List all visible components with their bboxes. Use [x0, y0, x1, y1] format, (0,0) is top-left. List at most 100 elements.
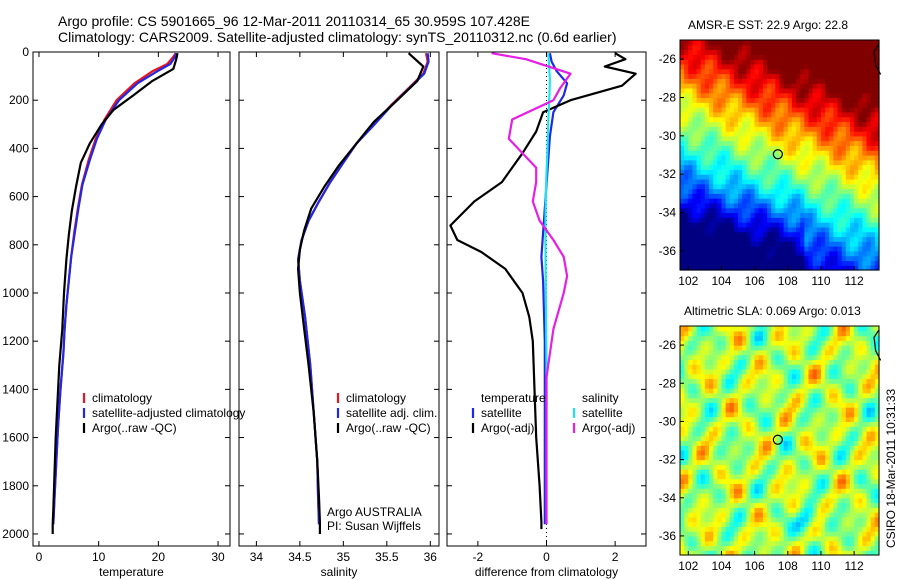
- map-cell: [704, 183, 710, 190]
- map-cell: [717, 63, 723, 70]
- map-cell: [849, 68, 855, 75]
- map-cell: [841, 217, 847, 223]
- map-cell: [754, 473, 760, 480]
- map-cell: [804, 402, 810, 408]
- map-cell: [833, 231, 839, 238]
- map-cell: [721, 116, 727, 123]
- map-cell: [709, 68, 714, 75]
- map-cell: [796, 178, 801, 185]
- map-cell: [862, 159, 868, 166]
- map-cell: [742, 526, 747, 532]
- map-cell: [709, 416, 714, 423]
- map-cell: [874, 335, 880, 341]
- map-cell: [688, 526, 694, 532]
- map-cell: [767, 169, 772, 175]
- map-cell: [729, 255, 735, 262]
- map-cell: [866, 435, 872, 442]
- map-cell: [787, 531, 793, 537]
- map-cell: [696, 497, 702, 504]
- map-cell: [820, 469, 826, 475]
- map-cell: [816, 63, 822, 70]
- map-cell: [696, 159, 702, 166]
- map-cell: [820, 330, 826, 337]
- map-cell: [684, 440, 689, 446]
- map-cell: [725, 550, 731, 556]
- map-cell: [721, 545, 727, 551]
- map-cell: [874, 392, 880, 399]
- map-cell: [849, 92, 855, 99]
- map-cell: [787, 507, 793, 513]
- map-cell: [845, 174, 851, 180]
- map-cell: [754, 116, 760, 123]
- map-cell: [680, 416, 685, 423]
- map-cell: [862, 193, 868, 199]
- map-cell: [812, 435, 818, 442]
- map-cell: [746, 49, 752, 55]
- map-cell: [717, 540, 723, 547]
- map-cell: [833, 73, 839, 79]
- map-cell: [725, 545, 731, 551]
- map-cell: [796, 335, 801, 341]
- map-cell: [762, 40, 768, 46]
- map-cell: [816, 516, 822, 523]
- map-cell: [858, 97, 864, 103]
- map-cell: [849, 255, 855, 262]
- map-cell: [700, 236, 706, 242]
- map-cell: [762, 402, 768, 408]
- map-cell: [804, 488, 810, 494]
- map-cell: [866, 345, 872, 351]
- map-cell: [680, 68, 685, 75]
- map-cell: [808, 483, 814, 489]
- map-cell: [841, 402, 847, 408]
- map-cell: [709, 83, 714, 89]
- map-cell: [721, 226, 727, 233]
- map-cell: [845, 231, 851, 238]
- map-cell: [796, 535, 801, 542]
- map-cell: [820, 364, 826, 370]
- map-cell: [758, 392, 764, 399]
- map-cell: [816, 107, 822, 113]
- legend-entry: Argo(-adj): [582, 421, 635, 435]
- map-cell: [713, 488, 718, 494]
- map-cell: [837, 236, 843, 242]
- map-cell: [833, 345, 839, 351]
- map-cell: [816, 78, 822, 84]
- map-cell: [858, 535, 864, 542]
- map-cell: [696, 111, 702, 118]
- map-cell: [713, 521, 718, 527]
- map-cell: [729, 131, 735, 137]
- map-cell: [804, 155, 810, 161]
- legend-entry: Argo(..raw -QC): [346, 421, 431, 435]
- map-cell: [717, 416, 723, 423]
- map-cell: [870, 40, 876, 46]
- map-cell: [692, 49, 698, 55]
- map-cell: [688, 155, 694, 161]
- map-cell: [808, 368, 814, 375]
- map-cell: [874, 92, 880, 99]
- map-cell: [862, 550, 868, 556]
- map-cell: [849, 178, 855, 185]
- map-cell: [808, 326, 814, 332]
- map-cell: [858, 454, 864, 461]
- map-cell: [854, 59, 859, 65]
- map-cell: [738, 73, 743, 79]
- map-cell: [680, 140, 685, 147]
- map-cell: [729, 126, 735, 132]
- map-cell: [787, 222, 793, 228]
- map-cell: [733, 260, 739, 266]
- map-cell: [837, 531, 843, 537]
- map-cell: [704, 421, 710, 427]
- map-cell: [800, 169, 805, 175]
- map-cell: [680, 440, 685, 446]
- map-cell: [812, 364, 818, 370]
- map-cell: [862, 59, 868, 65]
- map-cell: [709, 217, 714, 223]
- map-cell: [829, 502, 834, 508]
- map-cell: [854, 411, 859, 418]
- map-cell: [684, 145, 689, 151]
- map-cell: [742, 430, 747, 437]
- map-cell: [820, 222, 826, 228]
- map-cell: [829, 483, 834, 489]
- map-cell: [713, 440, 718, 446]
- map-cell: [858, 217, 864, 223]
